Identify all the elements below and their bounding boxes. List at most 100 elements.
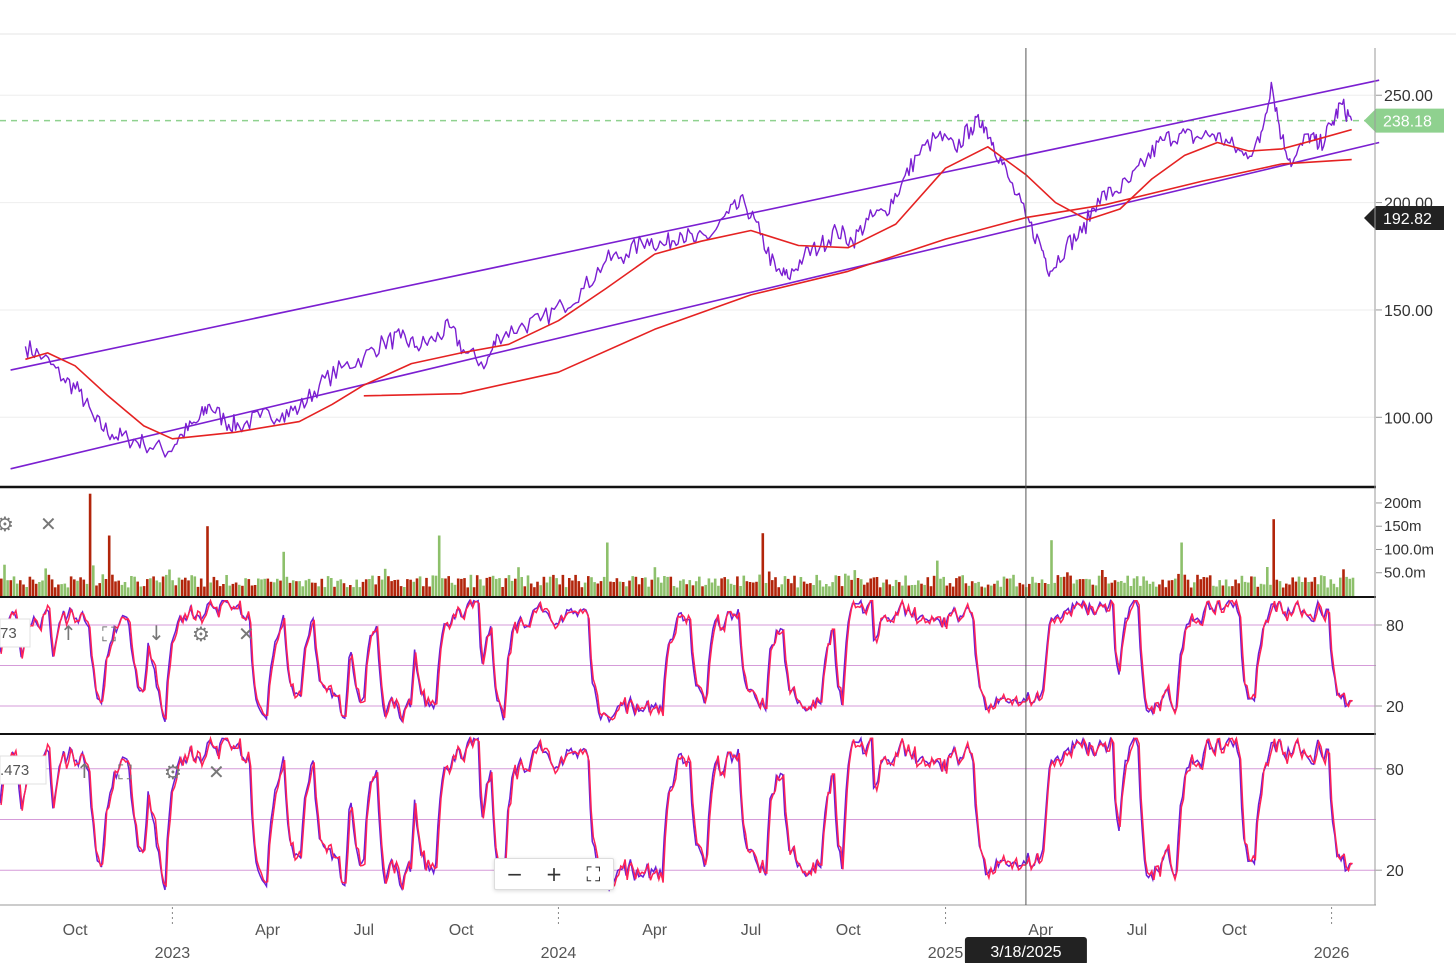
volume-bar <box>44 568 47 596</box>
volume-bar <box>358 587 362 596</box>
volume-bar <box>869 578 872 596</box>
volume-bar <box>53 587 57 596</box>
volume-bar <box>733 584 736 596</box>
oscillator-1-close-icon[interactable]: ✕ <box>238 622 255 646</box>
volume-settings-icon[interactable]: ⚙ <box>0 512 14 536</box>
x-tick-year: 2026 <box>1314 945 1350 962</box>
volume-bar <box>1053 582 1056 596</box>
volume-bar <box>917 580 920 596</box>
move-up-icon[interactable]: ↑ <box>76 759 93 783</box>
volume-bar <box>533 587 536 596</box>
volume-bar <box>441 578 444 596</box>
volume-bar <box>1253 576 1256 596</box>
volume-bar <box>1088 579 1091 596</box>
volume-bar <box>9 580 13 596</box>
volume-bar <box>647 586 650 596</box>
volume-bar <box>637 584 641 596</box>
zoom-out-button[interactable]: − <box>506 862 524 886</box>
move-up-icon[interactable]: ↑ <box>60 621 77 645</box>
volume-bar <box>222 584 225 596</box>
volume-close-icon[interactable]: ✕ <box>40 512 57 536</box>
volume-bar <box>107 535 111 596</box>
x-tick-month: Jul <box>1127 922 1147 939</box>
oscillator-1-settings-icon[interactable]: ⚙ <box>192 622 210 646</box>
x-tick-month: Apr <box>255 922 281 939</box>
volume-bar <box>574 574 577 596</box>
trend-line[interactable] <box>10 141 1380 470</box>
volume-bar <box>244 578 247 596</box>
volume-bar <box>844 573 847 596</box>
volume-bar <box>475 575 479 596</box>
volume-bar <box>942 576 945 596</box>
volume-bar <box>425 577 428 596</box>
volume-bar <box>133 576 136 596</box>
volume-bar <box>355 579 358 596</box>
volume-bar <box>691 585 695 596</box>
volume-bar <box>717 585 720 596</box>
volume-bar <box>920 583 923 596</box>
volume-bar <box>288 582 292 596</box>
oscillator-1-header <box>0 618 31 648</box>
volume-bar <box>1082 579 1085 596</box>
volume-bar <box>272 582 276 596</box>
trend-line[interactable] <box>10 79 1380 371</box>
maximize-icon[interactable]: ⛶ <box>101 622 117 646</box>
oscillator-tick-label: 20 <box>1386 863 1404 880</box>
oscillator-2-close-icon[interactable]: ✕ <box>208 760 225 784</box>
volume-bar <box>650 579 654 596</box>
volume-tick-label: 100.0m <box>1384 541 1434 558</box>
volume-bar <box>79 577 82 596</box>
x-tick-year: 2025 <box>928 945 964 962</box>
volume-bar <box>1269 584 1272 596</box>
volume-bar <box>1275 579 1279 596</box>
move-down-icon[interactable]: ↓ <box>148 621 165 645</box>
volume-bar <box>393 580 396 596</box>
volume-bar <box>1167 580 1171 596</box>
volume-bar <box>206 526 209 596</box>
price-line <box>24 81 1353 458</box>
volume-bar <box>1227 586 1231 596</box>
volume-bar <box>1326 587 1329 596</box>
volume-bar <box>526 575 530 596</box>
volume-bar <box>752 582 755 596</box>
volume-bar <box>387 576 390 596</box>
volume-bar <box>34 583 38 596</box>
volume-bar <box>1316 584 1320 596</box>
volume-bar <box>209 582 212 596</box>
volume-bar <box>66 587 70 596</box>
volume-bar <box>15 583 19 596</box>
fit-screen-button[interactable]: ⛶ <box>586 862 601 886</box>
volume-bar <box>336 580 339 596</box>
zoom-in-button[interactable]: + <box>545 862 563 886</box>
volume-tick-label: 200m <box>1384 495 1422 512</box>
volume-bar <box>907 585 911 596</box>
volume-bar <box>913 584 917 596</box>
volume-bar <box>955 578 958 596</box>
volume-bar <box>1278 581 1282 596</box>
volume-bar <box>491 575 495 596</box>
maximize-icon[interactable]: ⛶ <box>117 760 133 784</box>
volume-bar <box>196 586 200 596</box>
oscillator-2-header <box>0 755 47 785</box>
volume-bar <box>250 585 254 596</box>
price-tag <box>1364 108 1444 133</box>
oscillator-2-settings-icon[interactable]: ⚙ <box>164 760 182 784</box>
volume-bar <box>231 583 235 596</box>
x-tick-month: Oct <box>63 922 88 939</box>
volume-bar <box>310 582 314 596</box>
oscillator-k-line <box>0 735 1352 893</box>
volume-bar <box>463 578 466 596</box>
volume-bar <box>796 587 799 596</box>
volume-bar <box>396 579 400 596</box>
price-grid <box>0 94 1376 418</box>
x-tick-month: Jul <box>354 922 374 939</box>
volume-bar <box>406 579 409 596</box>
x-tick-month: Oct <box>836 922 861 939</box>
volume-bar <box>1285 583 1288 596</box>
volume-bar <box>644 577 647 596</box>
volume-bar <box>447 576 450 596</box>
volume-bar <box>783 576 787 596</box>
x-tick-year: 2024 <box>541 945 577 962</box>
volume-bar <box>453 584 457 596</box>
